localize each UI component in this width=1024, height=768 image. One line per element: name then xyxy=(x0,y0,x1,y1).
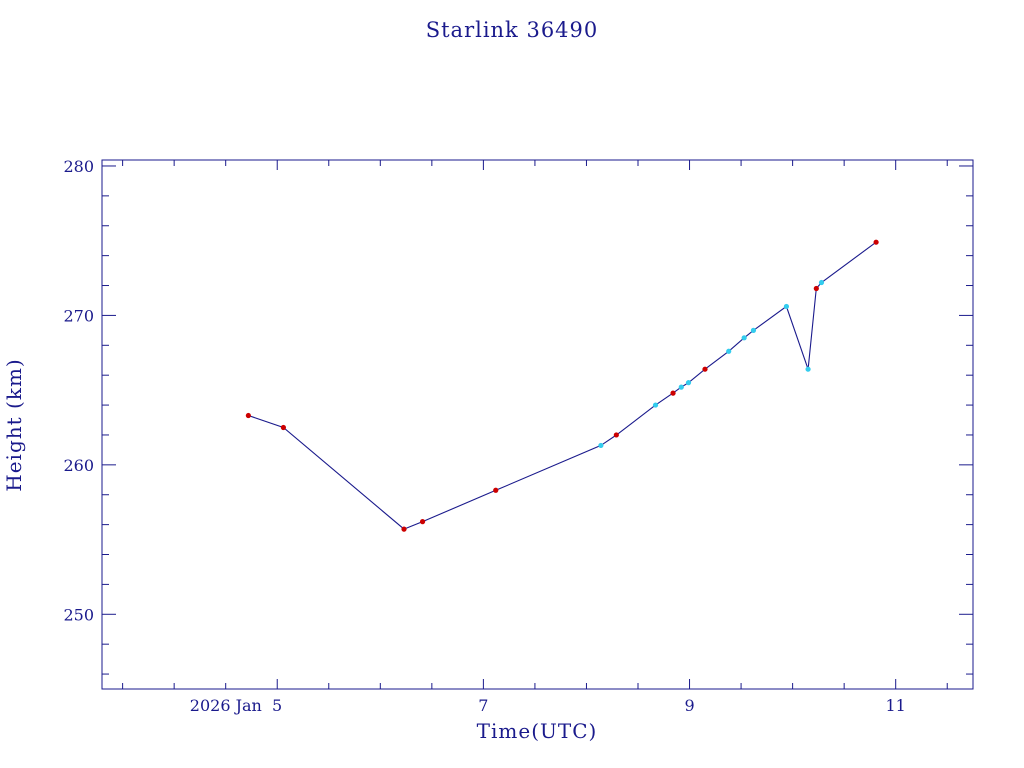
data-point-cyan xyxy=(598,442,604,449)
x-tick-label: 11 xyxy=(886,696,906,715)
axis-tick-labels: 2026 Jan 5 7 9 11 250 260 270 280 xyxy=(63,157,905,715)
data-point-cyan xyxy=(741,335,747,341)
data-point-red xyxy=(702,366,708,372)
data-point-cyan xyxy=(652,402,659,408)
y-tick-label: 250 xyxy=(63,605,94,624)
y-tick-label: 270 xyxy=(63,306,94,325)
x-axis-label: Time(UTC) xyxy=(477,719,598,743)
data-point-red xyxy=(873,239,879,245)
data-point-cyan xyxy=(726,348,732,354)
x-tick-label: 2026 Jan 5 xyxy=(190,696,282,715)
data-point-red xyxy=(401,526,407,532)
chart-title: Starlink 36490 xyxy=(426,18,599,42)
data-point-red xyxy=(670,390,676,396)
y-axis-label: Height (km) xyxy=(2,358,26,491)
data-point-cyan xyxy=(805,366,811,372)
height-series-line xyxy=(248,241,877,530)
y-tick-label: 260 xyxy=(63,456,94,475)
data-point-cyan xyxy=(750,327,757,333)
axis-ticks xyxy=(102,160,973,689)
y-tick-label: 280 xyxy=(63,157,94,176)
data-point-red xyxy=(280,424,287,431)
data-point-red xyxy=(493,487,499,493)
data-point-red xyxy=(419,519,426,525)
x-tick-label: 9 xyxy=(684,696,694,715)
x-tick-label: 7 xyxy=(478,696,488,715)
data-point-red xyxy=(245,412,251,419)
data-point-cyan xyxy=(818,279,825,286)
data-point-cyan xyxy=(685,380,692,386)
plot-frame xyxy=(101,159,974,690)
data-point-markers xyxy=(245,239,879,532)
data-point-red xyxy=(813,285,819,292)
data-point-cyan xyxy=(678,384,684,390)
data-point-cyan xyxy=(783,303,790,310)
data-point-red xyxy=(613,432,619,438)
